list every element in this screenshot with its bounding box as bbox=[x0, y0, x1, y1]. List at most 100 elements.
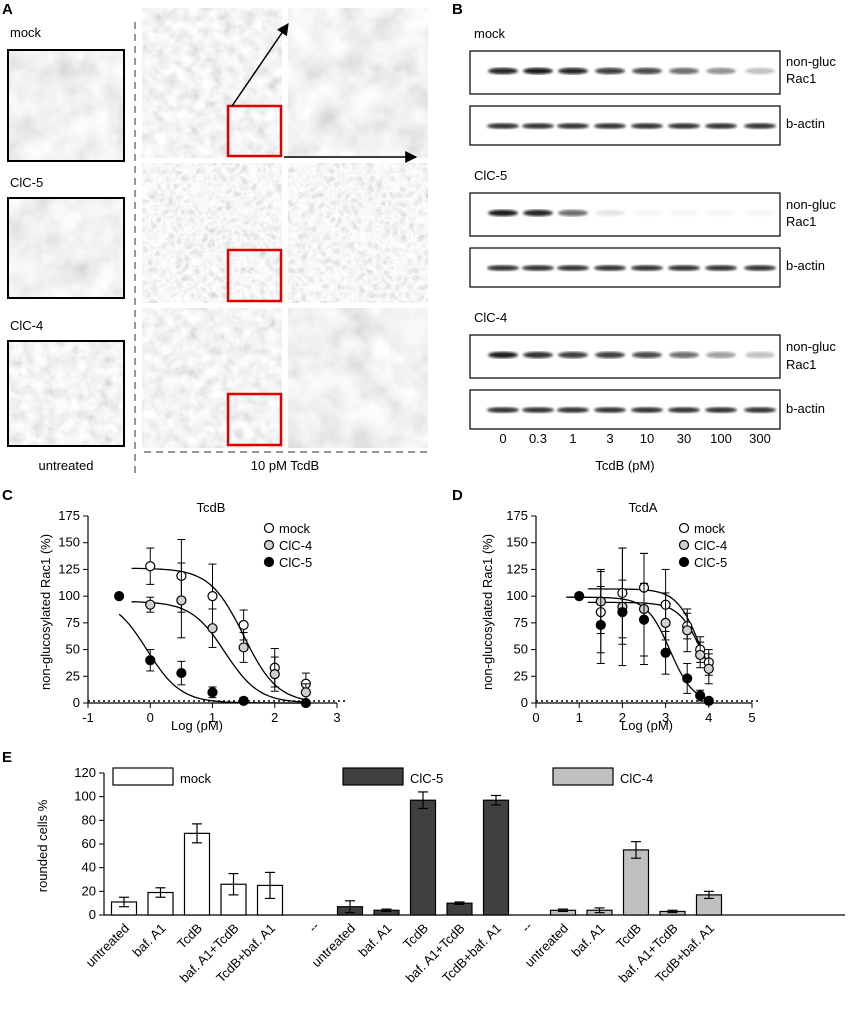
data-point-clc-4 bbox=[703, 663, 714, 674]
data-point-clc-5 bbox=[176, 667, 187, 679]
zoom-box-mock bbox=[226, 104, 283, 158]
x-tick-label: 5 bbox=[748, 710, 755, 725]
micrograph-clc5-untreated bbox=[8, 198, 124, 298]
y-tick-label: 150 bbox=[58, 535, 80, 550]
band-label-rac1: Rac1 bbox=[786, 214, 816, 229]
legend-marker-clc-5 bbox=[678, 556, 690, 568]
panel-e: E rounded cells % 0 20 40 60 80 100 120 mock unt… bbox=[2, 749, 845, 986]
micrograph-clc4-tcdb-zoom bbox=[288, 308, 428, 448]
x-tick-label: 1 bbox=[576, 710, 583, 725]
category-label: TcdB bbox=[400, 921, 431, 952]
row-label-mock: mock bbox=[10, 25, 42, 40]
panel-c: C TcdB non-glucosylated Rac1 (%) Log (pM… bbox=[2, 487, 345, 733]
row-label-clc4: ClC-4 bbox=[10, 318, 43, 333]
legend-swatch-clc-4 bbox=[552, 767, 614, 786]
actin-band bbox=[668, 123, 700, 129]
blot-group-clc5: ClC-5 bbox=[474, 168, 507, 183]
category-label: TcdB bbox=[174, 921, 205, 952]
panel-d-label: D bbox=[452, 487, 463, 504]
actin-band bbox=[705, 123, 737, 129]
band-label-rac1: Rac1 bbox=[786, 71, 816, 86]
rac1-band bbox=[488, 209, 518, 217]
chart-d-xlabel: Log (pM) bbox=[621, 718, 673, 733]
actin-band bbox=[522, 123, 554, 129]
legend-marker-clc-5 bbox=[263, 556, 275, 568]
blot-lane-label: 1 bbox=[569, 431, 576, 446]
category-separator-label: -- bbox=[518, 919, 535, 936]
data-point-clc-4 bbox=[682, 625, 693, 636]
panel-e-label: E bbox=[2, 749, 12, 766]
legend-marker-clc-4 bbox=[263, 539, 275, 551]
chart-c-ylabel: non-glucosylated Rac1 (%) bbox=[38, 534, 53, 690]
actin-band bbox=[522, 407, 554, 413]
data-point-clc-5 bbox=[595, 619, 606, 631]
tcdb-caption: 10 pM TcdB bbox=[251, 458, 319, 473]
actin-band bbox=[744, 265, 776, 271]
data-point-clc-4 bbox=[176, 595, 187, 606]
legend-label-mock: mock bbox=[694, 521, 726, 536]
actin-band bbox=[594, 123, 626, 129]
y-tick-label: 50 bbox=[66, 642, 80, 657]
x-tick-label: 4 bbox=[705, 710, 712, 725]
data-point-clc-5 bbox=[617, 607, 628, 618]
y-tick-label: 25 bbox=[66, 668, 80, 683]
blot-lane-label: 300 bbox=[749, 431, 771, 446]
data-point-mock bbox=[145, 561, 156, 572]
micrograph-clc5-tcdb bbox=[142, 163, 282, 303]
x-tick-label: -1 bbox=[82, 710, 94, 725]
actin-band bbox=[522, 265, 554, 271]
band-label-actin: b-actin bbox=[786, 401, 825, 416]
rac1-band bbox=[523, 351, 553, 359]
rac1-band bbox=[745, 209, 775, 217]
legend-label-mock: mock bbox=[279, 521, 311, 536]
panel-b: B mock ClC-5 ClC-4 non-gluc Rac1 b-actin… bbox=[452, 1, 836, 473]
legend-label-clc-4: ClC-4 bbox=[620, 771, 653, 786]
data-point-clc-5 bbox=[207, 687, 218, 698]
band-label-actin: b-actin bbox=[786, 258, 825, 273]
data-point-clc-5 bbox=[238, 695, 249, 706]
chart-c-title: TcdB bbox=[197, 500, 226, 515]
actin-band bbox=[705, 407, 737, 413]
actin-band bbox=[744, 407, 776, 413]
legend-label-clc-5: ClC-5 bbox=[410, 771, 443, 786]
actin-band bbox=[557, 123, 589, 129]
rac1-band bbox=[706, 351, 736, 359]
rac1-band bbox=[706, 209, 736, 217]
fit-curve-mock bbox=[131, 567, 307, 701]
data-point-clc-5 bbox=[660, 647, 671, 658]
legend-label-clc-4: ClC-4 bbox=[694, 538, 727, 553]
actin-band bbox=[668, 265, 700, 271]
micrograph-mock-tcdb bbox=[142, 8, 282, 158]
y-tick-label: 50 bbox=[514, 642, 528, 657]
bar-clc-5-tcdb-baf-a1 bbox=[482, 799, 510, 916]
actin-band bbox=[487, 123, 519, 129]
micrograph-frame bbox=[7, 197, 125, 299]
y-tick-label: 100 bbox=[58, 588, 80, 603]
rac1-band bbox=[523, 67, 553, 75]
y-tick-label: 175 bbox=[58, 508, 80, 523]
rac1-band bbox=[706, 67, 736, 75]
actin-band bbox=[631, 265, 663, 271]
band-label-nongluc: non-gluc bbox=[786, 54, 836, 69]
panel-c-label: C bbox=[2, 487, 13, 504]
band-label-actin: b-actin bbox=[786, 116, 825, 131]
data-point-clc-5 bbox=[682, 673, 693, 684]
x-tick-label: 3 bbox=[662, 710, 669, 725]
rac1-band bbox=[745, 67, 775, 75]
data-point-clc-5 bbox=[300, 697, 311, 709]
micrograph-clc5-tcdb-zoom bbox=[288, 163, 428, 303]
rac1-band bbox=[669, 351, 699, 359]
data-point-clc-4 bbox=[660, 617, 671, 628]
chart-e-ylabel: rounded cells % bbox=[35, 799, 50, 892]
actin-band bbox=[487, 407, 519, 413]
actin-band bbox=[557, 265, 589, 271]
rac1-band bbox=[632, 209, 662, 217]
data-point-clc-5 bbox=[638, 614, 650, 625]
y-tick-label: 75 bbox=[514, 615, 528, 630]
data-point-clc-4 bbox=[300, 687, 311, 698]
legend-swatch-clc-5 bbox=[342, 767, 404, 786]
blot-group-mock: mock bbox=[474, 26, 506, 41]
actin-band bbox=[668, 407, 700, 413]
y-tick-label: 40 bbox=[82, 860, 96, 875]
